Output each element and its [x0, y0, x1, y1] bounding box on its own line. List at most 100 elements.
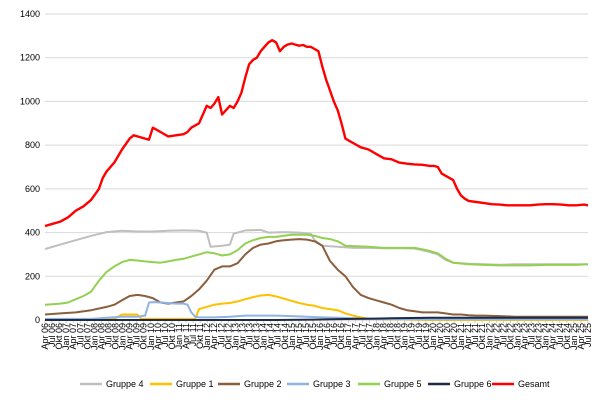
y-tick-label: 1200: [20, 53, 40, 63]
series-line-gruppe-3: [45, 301, 588, 321]
x-tick-label: Okt 22: [505, 323, 515, 350]
x-tick-label: Okt 14: [280, 323, 290, 350]
x-tick-label: Apr 19: [407, 323, 417, 350]
x-tick-label: Jan 11: [174, 323, 184, 349]
legend-item: Gesamt: [492, 379, 550, 389]
x-tick-label: Okt 16: [336, 323, 346, 350]
series-line-gesamt: [44, 39, 589, 228]
x-tick-label: Apr 22: [491, 323, 501, 350]
x-tick-label: Okt 08: [111, 323, 121, 350]
x-tick-label: Apr 11: [181, 323, 191, 349]
x-tick-label: Okt 17: [364, 323, 374, 350]
x-tick-label: Okt 24: [562, 323, 572, 350]
x-tick-label: Jan 08: [89, 323, 99, 350]
x-tick-label: Jul 11: [188, 323, 198, 346]
x-tick-label: Jan 24: [541, 323, 551, 350]
series-line-gruppe-1: [45, 293, 588, 321]
legend-item: Gruppe 6: [428, 379, 492, 389]
x-tick-label: Apr 23: [520, 323, 530, 350]
x-tick-label: Apr 13: [237, 323, 247, 350]
y-axis: 0 200 400 600 800 1000 1200 1400: [20, 9, 40, 325]
x-tick-label: Apr 18: [378, 323, 388, 350]
y-tick-label: 1000: [20, 96, 40, 106]
y-tick-label: 600: [25, 184, 40, 194]
x-tick-label: Jul 22: [498, 323, 508, 347]
x-tick-label: Apr 17: [350, 323, 360, 350]
x-tick-label: Apr 12: [209, 323, 219, 350]
legend-label: Gruppe 5: [384, 379, 422, 389]
series-line-gruppe-6: [45, 316, 588, 321]
legend-item: Gruppe 5: [358, 379, 422, 389]
y-tick-label: 200: [25, 271, 40, 281]
x-tick-label: Okt 07: [82, 323, 92, 350]
x-tick-label: Jan 09: [118, 323, 128, 350]
x-tick-label: Jan 16: [315, 323, 325, 350]
x-tick-label: Jul 12: [216, 323, 226, 347]
x-tick-label: Jul 25: [583, 323, 593, 347]
legend-label: Gruppe 6: [454, 379, 492, 389]
x-tick-label: Jan 22: [484, 323, 494, 350]
x-tick-label: Jan 10: [146, 323, 156, 350]
x-tick-label: Jan 18: [371, 323, 381, 350]
legend-item: Gruppe 1: [150, 379, 214, 389]
x-tick-label: Jan 15: [287, 323, 297, 350]
x-tick-label: Okt 09: [139, 323, 149, 350]
x-tick-label: Okt 19: [421, 323, 431, 350]
y-tick-label: 1400: [20, 9, 40, 19]
legend-label: Gruppe 1: [176, 379, 214, 389]
x-tick-label: Okt 12: [223, 323, 233, 350]
x-tick-label: Jan 23: [512, 323, 522, 350]
x-tick-label: Jan 12: [202, 323, 212, 350]
series-line-gruppe-5: [44, 233, 589, 306]
y-tick-label: 800: [25, 140, 40, 150]
x-tick-label: Jul 06: [47, 323, 57, 347]
x-tick-label: Jul 24: [555, 323, 565, 347]
x-tick-label: Okt 13: [252, 323, 262, 350]
x-tick-label: Okt 11: [195, 323, 205, 349]
x-tick-label: Apr 14: [266, 323, 276, 350]
x-tick-label: Jul 15: [301, 323, 311, 347]
legend-label: Gruppe 3: [313, 379, 351, 389]
x-tick-label: Jan 07: [61, 323, 71, 350]
x-tick-label: Jul 13: [245, 323, 255, 347]
x-tick-label: Jan 25: [569, 323, 579, 350]
series-lines: [44, 39, 589, 321]
x-tick-label: Jan 14: [259, 323, 269, 350]
x-tick-label: Okt 20: [449, 323, 459, 350]
legend-item: Gruppe 4: [80, 379, 144, 389]
x-tick-label: Apr 21: [463, 323, 473, 350]
x-tick-label: Jul 07: [75, 323, 85, 347]
legend-label: Gruppe 4: [106, 379, 144, 389]
y-tick-label: 0: [35, 315, 40, 325]
x-tick-label: Okt 06: [54, 323, 64, 350]
x-tick-label: Apr 08: [96, 323, 106, 350]
gridlines: [45, 13, 588, 321]
x-tick-label: Apr 16: [322, 323, 332, 350]
x-tick-label: Okt 23: [534, 323, 544, 350]
legend-label: Gruppe 2: [244, 379, 282, 389]
x-tick-label: Jul 08: [103, 323, 113, 347]
y-tick-label: 400: [25, 228, 40, 238]
legend-item: Gruppe 3: [287, 379, 351, 389]
x-tick-label: Okt 15: [308, 323, 318, 350]
x-tick-label: Apr 25: [576, 323, 586, 350]
x-tick-label: Jan 19: [400, 323, 410, 350]
x-tick-label: Jul 09: [132, 323, 142, 347]
x-tick-label: Jan 20: [428, 323, 438, 350]
legend-label: Gesamt: [518, 379, 550, 389]
x-tick-label: Jan 21: [456, 323, 466, 350]
x-tick-label: Okt 21: [477, 323, 487, 350]
x-tick-label: Apr 20: [435, 323, 445, 350]
x-tick-label: Jul 23: [527, 323, 537, 347]
x-tick-label: Jul 17: [357, 323, 367, 347]
x-tick-label: Apr 10: [153, 323, 163, 350]
legend-item: Gruppe 2: [218, 379, 282, 389]
x-tick-label: Jul 16: [329, 323, 339, 347]
x-tick-label: Jul 10: [160, 323, 170, 347]
x-tick-label: Okt 18: [393, 323, 403, 350]
x-tick-label: Jan 17: [343, 323, 353, 350]
x-tick-label: Apr 15: [294, 323, 304, 350]
series-line-gruppe-4: [44, 228, 588, 266]
x-tick-label: Jul 21: [470, 323, 480, 347]
